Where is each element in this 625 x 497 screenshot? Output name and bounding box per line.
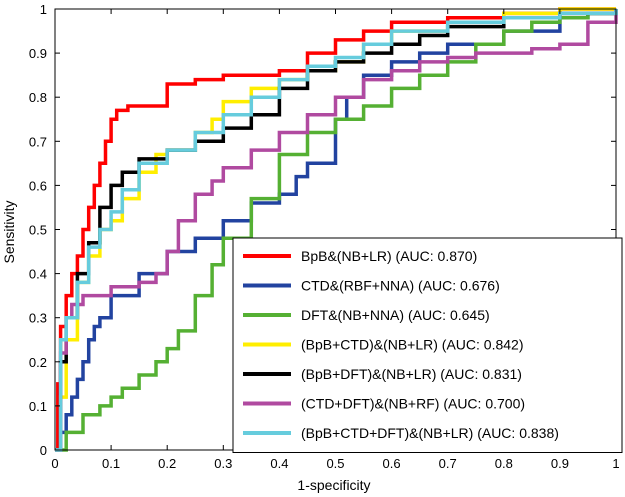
legend-box xyxy=(232,237,623,453)
y-tick-label: 0.4 xyxy=(29,267,47,282)
legend-label-6: (CTD+DFT)&(NB+RF) (AUC: 0.700) xyxy=(301,396,525,412)
ticks-layer: 0 0.1 0.2 0.3 0.4 0.5 0.6 0.7 0.8 0.9 1 0 0.1 0.2 0.3 0… xyxy=(29,2,620,471)
y-tick-label: 0.6 xyxy=(29,178,47,193)
x-tick-label: 0.6 xyxy=(383,456,401,471)
x-tick-label: 0.3 xyxy=(214,456,232,471)
y-tick-label: 0 xyxy=(40,443,47,458)
x-axis-label: 1-specificity xyxy=(297,477,370,493)
y-tick-label: 0.9 xyxy=(29,46,47,61)
x-tick-label: 0.4 xyxy=(270,456,288,471)
x-tick-label: 0.9 xyxy=(551,456,569,471)
legend-label-4: (BpB+CTD)&(NB+LR) (AUC: 0.842) xyxy=(301,337,524,353)
series-line-7 xyxy=(55,9,618,452)
series-line-3 xyxy=(55,9,618,452)
y-tick-label: 1 xyxy=(40,2,47,17)
legend-label-3: DFT&(NB+NNA) (AUC: 0.645) xyxy=(301,307,490,323)
x-tick-label: 0.1 xyxy=(102,456,120,471)
y-axis-label: Sensitivity xyxy=(1,200,17,263)
series-layer xyxy=(55,7,618,452)
legend-label-5: (BpB+DFT)&(NB+LR) (AUC: 0.831) xyxy=(301,366,522,382)
series-line-1 xyxy=(55,7,616,452)
x-tick-label: 0.5 xyxy=(326,456,344,471)
y-tick-label: 0.5 xyxy=(29,223,47,238)
legend: BpB&(NB+LR) (AUC: 0.870) CTD&(RBF+NNA) (A… xyxy=(232,237,623,453)
x-tick-label: 0.8 xyxy=(495,456,513,471)
x-tick-label: 1 xyxy=(612,456,619,471)
y-tick-label: 0.2 xyxy=(29,355,47,370)
y-tick-label: 0.3 xyxy=(29,311,47,326)
x-tick-label: 0.7 xyxy=(439,456,457,471)
y-tick-label: 0.8 xyxy=(29,90,47,105)
legend-label-7: (BpB+CTD+DFT)&(NB+LR) (AUC: 0.838) xyxy=(301,425,559,441)
series-line-6 xyxy=(55,9,618,452)
x-tick-label: 0.2 xyxy=(158,456,176,471)
y-tick-label: 0.7 xyxy=(29,134,47,149)
x-tick-label: 0 xyxy=(51,456,58,471)
legend-label-2: CTD&(RBF+NNA) (AUC: 0.676) xyxy=(301,278,500,294)
legend-label-1: BpB&(NB+LR) (AUC: 0.870) xyxy=(301,248,477,264)
y-tick-label: 0.1 xyxy=(29,399,47,414)
